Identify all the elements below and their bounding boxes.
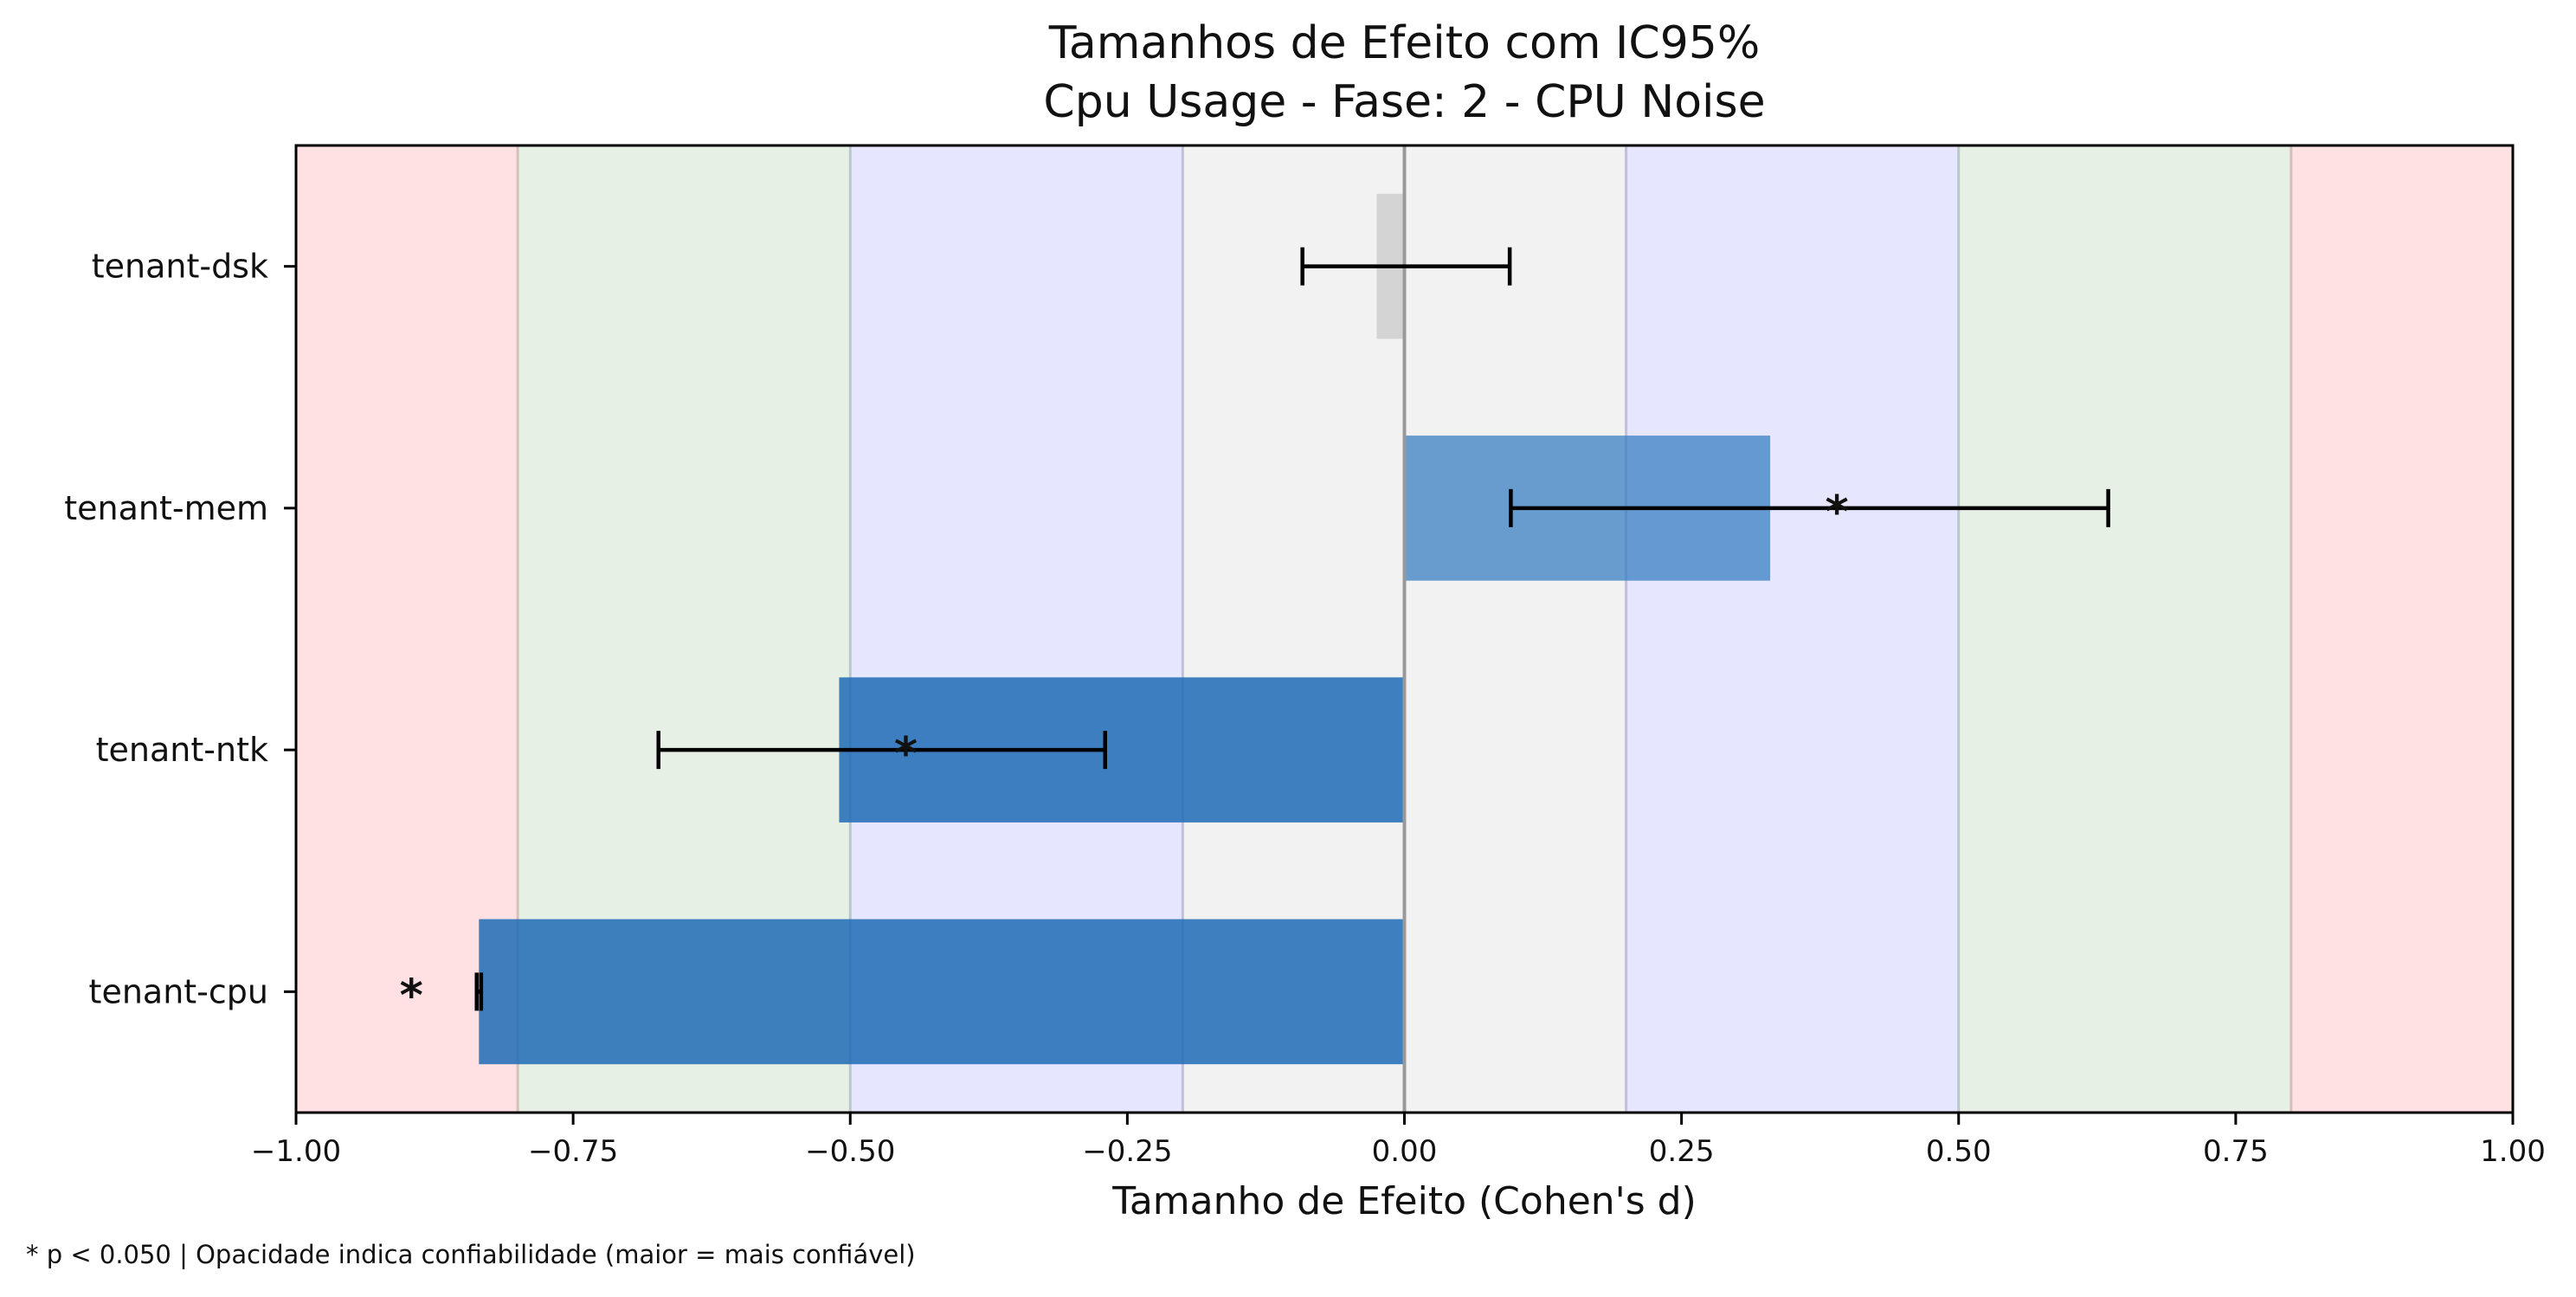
effect-band-5 xyxy=(1958,145,2291,1113)
x-tick-label-8: 1.00 xyxy=(2480,1134,2546,1169)
error-bars xyxy=(474,247,2110,1011)
significance-markers: * * * xyxy=(400,487,1849,1023)
effect-band-6 xyxy=(2290,145,2513,1113)
x-axis-label: Tamanho de Efeito (Cohen's d) xyxy=(1112,1179,1697,1223)
bar-tenant-cpu xyxy=(479,919,1405,1065)
effect-band-4 xyxy=(1626,145,1959,1113)
chart-title: Tamanhos de Efeito com IC95% xyxy=(1048,17,1761,69)
x-tick-label-4: 0.00 xyxy=(1372,1134,1438,1169)
error-bar-tenant-cpu xyxy=(474,972,484,1011)
x-tick-label-7: 0.75 xyxy=(2203,1134,2269,1169)
x-axis: −1.00 −0.75 −0.50 −0.25 0.00 0.25 0.50 0.75 1.00 xyxy=(251,1113,2546,1169)
x-tick-label-2: −0.50 xyxy=(805,1134,895,1169)
significance-star-tenant-cpu: * xyxy=(400,970,423,1022)
significance-star-tenant-mem: * xyxy=(1825,487,1848,539)
x-tick-label-0: −1.00 xyxy=(251,1134,341,1169)
y-axis: tenant-dsk tenant-mem tenant-ntk tenant-cpu xyxy=(64,248,296,1010)
significance-star-tenant-ntk: * xyxy=(894,728,918,780)
y-tick-label-tenant-ntk: tenant-ntk xyxy=(96,731,268,769)
error-bar-tenant-dsk xyxy=(1300,247,1512,286)
error-bar-tenant-mem xyxy=(1509,488,2110,527)
x-tick-label-6: 0.50 xyxy=(1926,1134,1992,1169)
footnote: * p < 0.050 | Opacidade indica confiabil… xyxy=(26,1240,916,1269)
chart-subtitle: Cpu Usage - Fase: 2 - CPU Noise xyxy=(1043,76,1766,128)
error-bar-tenant-ntk xyxy=(656,731,1108,770)
y-tick-label-tenant-mem: tenant-mem xyxy=(64,489,268,527)
y-tick-label-tenant-dsk: tenant-dsk xyxy=(92,248,268,286)
x-tick-label-5: 0.25 xyxy=(1649,1134,1715,1169)
x-tick-label-1: −0.75 xyxy=(528,1134,618,1169)
y-tick-label-tenant-cpu: tenant-cpu xyxy=(89,972,268,1010)
x-tick-label-3: −0.25 xyxy=(1082,1134,1172,1169)
